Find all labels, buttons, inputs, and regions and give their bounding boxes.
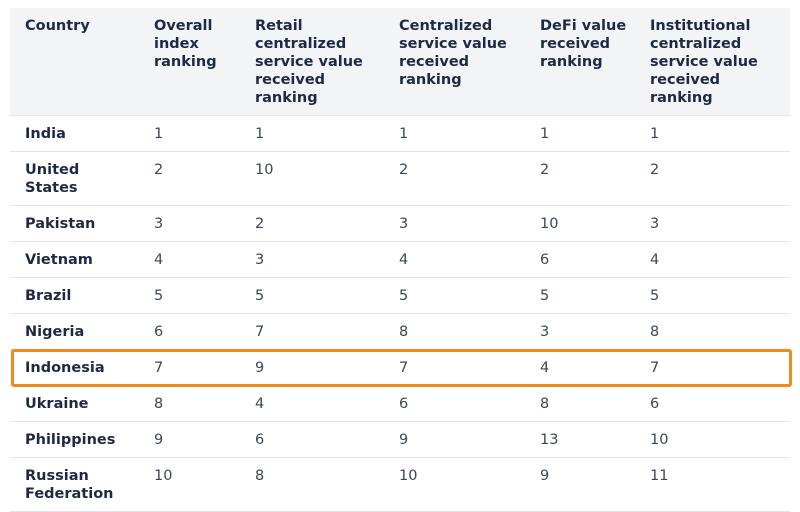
- rank-cell: 9: [525, 457, 635, 512]
- rank-cell: 6: [384, 385, 525, 422]
- rank-cell: 8: [240, 457, 384, 512]
- rank-cell: 10: [525, 205, 635, 242]
- rank-cell: 4: [525, 349, 635, 386]
- country-cell: India: [10, 115, 139, 152]
- rank-cell: 4: [139, 241, 240, 278]
- column-header: Retail centralized service value receive…: [240, 8, 384, 116]
- rank-cell: 5: [635, 277, 790, 314]
- table-row: Indonesia 7 9 7 4 7: [10, 349, 790, 386]
- rank-cell: 5: [240, 277, 384, 314]
- rank-cell: 10: [384, 457, 525, 512]
- table-row: Ukraine 8 4 6 8 6: [10, 385, 790, 422]
- table-row: Philippines 9 6 9 13 10: [10, 421, 790, 458]
- country-cell: Russian Federation: [10, 457, 139, 512]
- rank-cell: 10: [635, 421, 790, 458]
- rank-cell: 3: [525, 313, 635, 350]
- rank-cell: 8: [139, 385, 240, 422]
- rank-cell: 4: [240, 385, 384, 422]
- header-row: Country Overall index ranking Retail centr…: [10, 8, 790, 116]
- rank-cell: 3: [139, 205, 240, 242]
- rank-cell: 10: [240, 151, 384, 206]
- rank-cell: 3: [384, 205, 525, 242]
- table-body: India 1 1 1 1 1 United States 2 10 2 2 2 Pakistan 3 2 3…: [10, 115, 790, 512]
- country-cell: Indonesia: [10, 349, 139, 386]
- rank-cell: 5: [525, 277, 635, 314]
- rank-cell: 4: [635, 241, 790, 278]
- rank-cell: 1: [240, 115, 384, 152]
- column-header: Centralized service value received ranki…: [384, 8, 525, 116]
- rank-cell: 1: [525, 115, 635, 152]
- column-header: Country: [10, 8, 139, 116]
- rank-cell: 7: [635, 349, 790, 386]
- column-header: Institutional centralized service value …: [635, 8, 790, 116]
- table-row: United States 2 10 2 2 2: [10, 151, 790, 206]
- rank-cell: 2: [525, 151, 635, 206]
- table-row: India 1 1 1 1 1: [10, 115, 790, 152]
- column-header: DeFi value received ranking: [525, 8, 635, 116]
- table-row: Vietnam 4 3 4 6 4: [10, 241, 790, 278]
- rank-cell: 11: [635, 457, 790, 512]
- rank-cell: 7: [240, 313, 384, 350]
- rank-cell: 7: [139, 349, 240, 386]
- table-row: Pakistan 3 2 3 10 3: [10, 205, 790, 242]
- rank-cell: 8: [384, 313, 525, 350]
- ranking-table: Country Overall index ranking Retail centr…: [10, 8, 790, 512]
- country-cell: Ukraine: [10, 385, 139, 422]
- rank-cell: 9: [240, 349, 384, 386]
- rank-cell: 4: [384, 241, 525, 278]
- rank-cell: 10: [139, 457, 240, 512]
- country-cell: Vietnam: [10, 241, 139, 278]
- table-row: Brazil 5 5 5 5 5: [10, 277, 790, 314]
- rank-cell: 6: [139, 313, 240, 350]
- rank-cell: 6: [240, 421, 384, 458]
- rank-cell: 5: [384, 277, 525, 314]
- rank-cell: 13: [525, 421, 635, 458]
- table-row: Russian Federation 10 8 10 9 11: [10, 457, 790, 512]
- rank-cell: 2: [635, 151, 790, 206]
- rank-cell: 8: [525, 385, 635, 422]
- country-cell: Brazil: [10, 277, 139, 314]
- rank-cell: 9: [139, 421, 240, 458]
- country-cell: United States: [10, 151, 139, 206]
- table-row: Nigeria 6 7 8 3 8: [10, 313, 790, 350]
- rank-cell: 1: [384, 115, 525, 152]
- rank-cell: 6: [635, 385, 790, 422]
- rank-cell: 1: [635, 115, 790, 152]
- rank-cell: 1: [139, 115, 240, 152]
- country-cell: Nigeria: [10, 313, 139, 350]
- rank-cell: 7: [384, 349, 525, 386]
- column-header: Overall index ranking: [139, 8, 240, 116]
- rank-cell: 9: [384, 421, 525, 458]
- rank-cell: 2: [240, 205, 384, 242]
- rank-cell: 2: [139, 151, 240, 206]
- rank-cell: 2: [384, 151, 525, 206]
- rank-cell: 6: [525, 241, 635, 278]
- country-cell: Pakistan: [10, 205, 139, 242]
- rank-cell: 3: [635, 205, 790, 242]
- rank-cell: 3: [240, 241, 384, 278]
- rank-cell: 5: [139, 277, 240, 314]
- country-cell: Philippines: [10, 421, 139, 458]
- rank-cell: 8: [635, 313, 790, 350]
